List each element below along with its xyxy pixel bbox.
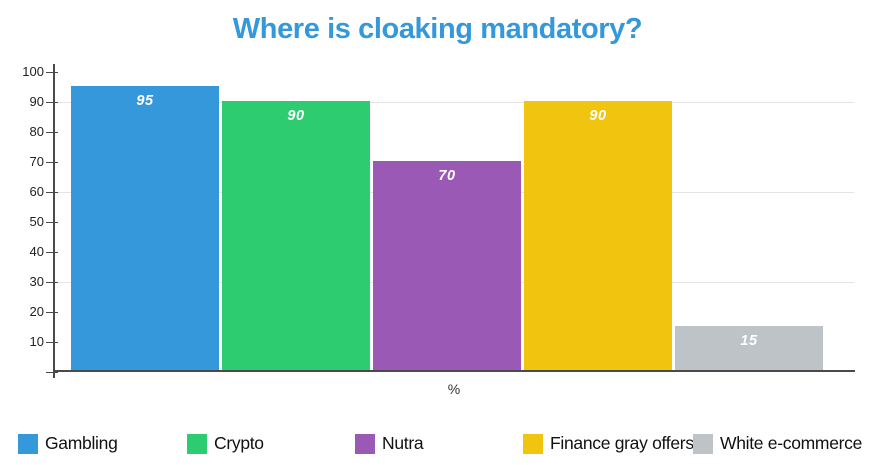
x-axis-line <box>53 370 855 372</box>
y-tick-label: 90 <box>29 94 44 109</box>
chart-title: Where is cloaking mandatory? <box>232 13 643 45</box>
y-axis-tick <box>46 132 58 133</box>
legend-label: Gambling <box>45 433 118 453</box>
y-tick-label: 80 <box>29 124 44 139</box>
bar-value-label: 90 <box>589 108 607 124</box>
y-axis-tick <box>46 222 58 223</box>
bar-gambling: 95 <box>71 86 219 371</box>
y-axis-tick <box>46 342 58 343</box>
bar-white-e-commerce: 15 <box>675 326 823 371</box>
legend-swatch-gambling <box>18 433 38 454</box>
legend-item-finance-gray-offers: Finance gray offers <box>523 433 694 454</box>
y-tick-label: 20 <box>29 304 44 319</box>
gridline <box>53 102 854 103</box>
legend-label: White e-commerce <box>720 433 863 453</box>
bar-value-label: 90 <box>287 108 305 124</box>
legend-label: Crypto <box>214 433 264 453</box>
y-tick-label: 60 <box>29 184 44 199</box>
y-tick-label: 40 <box>29 244 44 259</box>
legend-swatch-nutra <box>355 433 375 454</box>
legend-label: Finance gray offers <box>550 433 694 453</box>
y-axis-tick <box>46 312 58 313</box>
y-tick-label: 70 <box>29 154 44 169</box>
y-axis-tick <box>46 72 58 73</box>
y-tick-label: 10 <box>29 334 44 349</box>
bar-crypto: 90 <box>222 101 370 371</box>
legend-item-gambling: Gambling <box>18 433 118 454</box>
legend-item-crypto: Crypto <box>187 433 264 454</box>
y-axis-tick <box>46 192 58 193</box>
bar-value-label: 70 <box>438 168 456 184</box>
y-axis-line <box>53 64 55 378</box>
bar-nutra: 70 <box>373 161 521 371</box>
y-tick-label: 50 <box>29 214 44 229</box>
y-axis-tick <box>46 372 58 373</box>
x-axis-label: % <box>447 381 461 397</box>
y-tick-label: 30 <box>29 274 44 289</box>
plot-area: 95 90 70 90 15 <box>53 72 855 372</box>
legend-item-nutra: Nutra <box>355 433 424 454</box>
legend-swatch-white-e-commerce <box>693 433 713 454</box>
legend-swatch-finance-gray-offers <box>523 433 543 454</box>
y-tick-label: 100 <box>22 64 44 79</box>
legend-swatch-crypto <box>187 433 207 454</box>
legend-label: Nutra <box>382 433 424 453</box>
bar-value-label: 95 <box>136 93 154 109</box>
y-axis-tick <box>46 162 58 163</box>
y-axis-tick <box>46 102 58 103</box>
y-axis-tick <box>46 282 58 283</box>
bar-value-label: 15 <box>740 333 758 349</box>
bar-finance-gray-offers: 90 <box>524 101 672 371</box>
legend-item-white-e-commerce: White e-commerce <box>693 433 862 454</box>
y-axis-tick <box>46 252 58 253</box>
